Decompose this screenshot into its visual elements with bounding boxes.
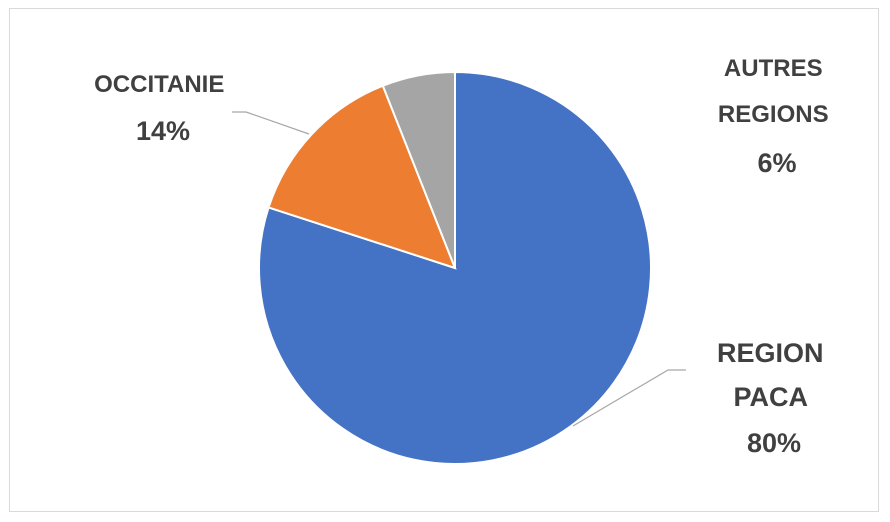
pie-slice-autres-regions (381, 70, 456, 269)
label-autres-regions: AUTRES REGIONS 6% (718, 52, 836, 178)
leader-lines (232, 111, 686, 427)
label-region-paca: REGION PACA 80% (717, 338, 831, 458)
label-occitanie: OCCITANIE 14% (94, 68, 232, 146)
leader-line-region-paca (572, 369, 686, 427)
pie-slices (258, 70, 652, 465)
leader-line-occitanie (232, 111, 310, 135)
pie-slice-occitanie (267, 84, 457, 270)
